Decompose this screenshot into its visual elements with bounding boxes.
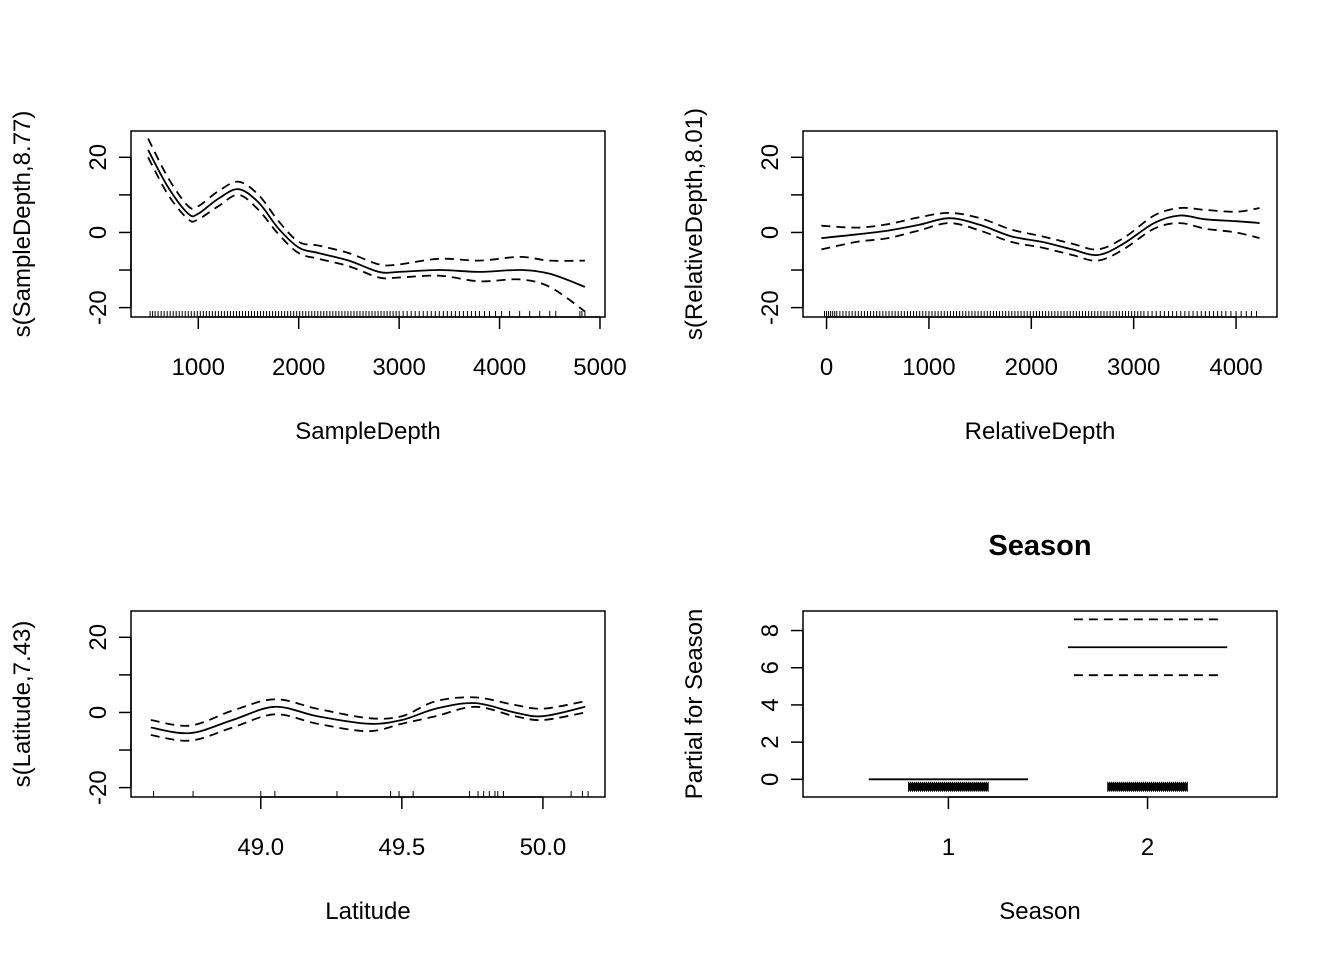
x-axis: 49.0 49.5 50.0 <box>237 796 567 861</box>
x-tick-label: 2000 <box>272 354 325 381</box>
y-axis: -20 0 20 <box>757 144 804 325</box>
y-tick-label: 20 <box>85 144 112 171</box>
x-tick-label: 1000 <box>902 354 955 381</box>
y-tick-label: 20 <box>757 144 784 171</box>
y-axis-label: s(SampleDepth,8.77) <box>9 111 36 338</box>
lower-confidence-line <box>147 156 586 313</box>
x-axis-label: SampleDepth <box>295 418 440 445</box>
lower-confidence-line <box>150 705 586 742</box>
x-axis: 1000 2000 3000 4000 5000 <box>172 316 627 381</box>
plot-frame <box>130 610 606 798</box>
x-tick-label: 49.0 <box>237 834 284 861</box>
y-tick-label: 2 <box>757 735 784 748</box>
x-tick-label: 5000 <box>573 354 626 381</box>
upper-confidence-line <box>147 138 585 267</box>
smooth-curves <box>821 206 1260 262</box>
level-estimates <box>868 618 1228 781</box>
y-tick-label: -20 <box>757 290 784 325</box>
y-tick-label: 20 <box>85 624 112 651</box>
x-tick-label: 3000 <box>1107 354 1160 381</box>
y-tick-label: 0 <box>757 773 784 786</box>
x-axis-label: Season <box>999 898 1080 925</box>
upper-confidence-line <box>821 206 1260 251</box>
smooth-curves <box>150 696 586 742</box>
x-tick-label: 2000 <box>1005 354 1058 381</box>
rug-marks <box>149 311 586 317</box>
plot-frame <box>802 130 1278 318</box>
plot-frame <box>130 130 606 318</box>
y-axis: -20 0 20 <box>85 624 132 805</box>
y-tick-label: -20 <box>85 290 112 325</box>
x-tick-label: 50.0 <box>520 834 567 861</box>
panel-relativedepth: -20 0 20 0 1000 2000 3000 4000 RelativeDepth s… <box>681 108 1278 445</box>
fitted-smooth-line <box>147 149 586 288</box>
y-tick-label: 0 <box>85 226 112 239</box>
x-tick-label: 4000 <box>473 354 526 381</box>
y-axis: 0 2 4 6 8 <box>757 624 804 786</box>
y-tick-label: 0 <box>85 706 112 719</box>
x-tick-label: 1000 <box>172 354 225 381</box>
rug-marks <box>908 781 1188 792</box>
smooth-curves <box>147 138 586 313</box>
x-axis-label: RelativeDepth <box>965 418 1116 445</box>
x-tick-label: 3000 <box>372 354 425 381</box>
rug-marks <box>153 791 589 797</box>
y-tick-label: 6 <box>757 661 784 674</box>
rug-block <box>908 782 989 791</box>
y-axis-label: s(RelativeDepth,8.01) <box>681 108 708 340</box>
y-axis: -20 0 20 <box>85 144 132 325</box>
y-tick-label: 4 <box>757 698 784 711</box>
y-axis-label: s(Latitude,7.43) <box>9 621 36 788</box>
y-tick-label: 8 <box>757 624 784 637</box>
y-tick-label: 0 <box>757 226 784 239</box>
x-tick-label: 1 <box>942 834 955 861</box>
y-axis-label: Partial for Season <box>681 609 708 800</box>
x-tick-label: 4000 <box>1209 354 1262 381</box>
fitted-smooth-line <box>150 702 586 735</box>
x-axis: 0 1000 2000 3000 4000 <box>820 316 1263 381</box>
upper-confidence-line <box>150 696 586 727</box>
x-tick-label: 0 <box>820 354 833 381</box>
chart-title: Season <box>988 530 1091 562</box>
x-tick-label: 49.5 <box>378 834 425 861</box>
x-axis-label: Latitude <box>325 898 410 925</box>
rug-block <box>1107 782 1188 791</box>
lower-confidence-line <box>821 222 1260 262</box>
fitted-smooth-line <box>821 214 1260 257</box>
panel-latitude: -20 0 20 49.0 49.5 50.0 Latitude s(Latitude,… <box>9 610 606 925</box>
rug-marks <box>823 311 1258 317</box>
plot-frame <box>802 610 1278 798</box>
x-tick-label: 2 <box>1141 834 1154 861</box>
y-tick-label: -20 <box>85 770 112 805</box>
